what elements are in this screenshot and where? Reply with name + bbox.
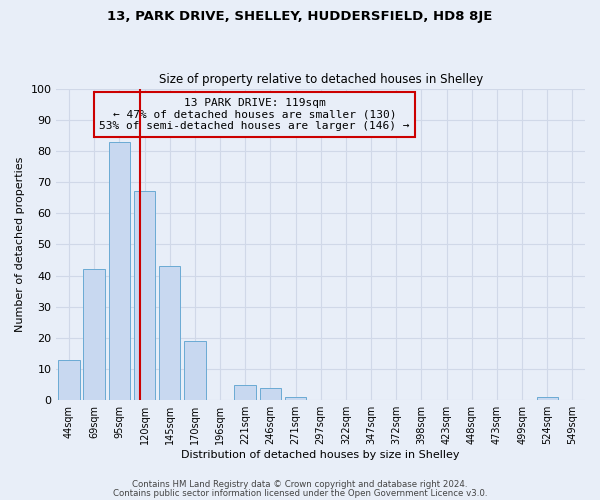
Text: 13 PARK DRIVE: 119sqm
← 47% of detached houses are smaller (130)
53% of semi-det: 13 PARK DRIVE: 119sqm ← 47% of detached … — [100, 98, 410, 131]
Bar — [260, 388, 281, 400]
Text: Contains HM Land Registry data © Crown copyright and database right 2024.: Contains HM Land Registry data © Crown c… — [132, 480, 468, 489]
X-axis label: Distribution of detached houses by size in Shelley: Distribution of detached houses by size … — [181, 450, 460, 460]
Bar — [184, 341, 206, 400]
Y-axis label: Number of detached properties: Number of detached properties — [15, 156, 25, 332]
Bar — [285, 397, 306, 400]
Bar — [536, 397, 558, 400]
Bar — [134, 192, 155, 400]
Bar — [109, 142, 130, 400]
Bar — [159, 266, 181, 400]
Title: Size of property relative to detached houses in Shelley: Size of property relative to detached ho… — [158, 73, 483, 86]
Bar — [83, 270, 105, 400]
Bar — [235, 384, 256, 400]
Text: 13, PARK DRIVE, SHELLEY, HUDDERSFIELD, HD8 8JE: 13, PARK DRIVE, SHELLEY, HUDDERSFIELD, H… — [107, 10, 493, 23]
Text: Contains public sector information licensed under the Open Government Licence v3: Contains public sector information licen… — [113, 488, 487, 498]
Bar — [58, 360, 80, 400]
